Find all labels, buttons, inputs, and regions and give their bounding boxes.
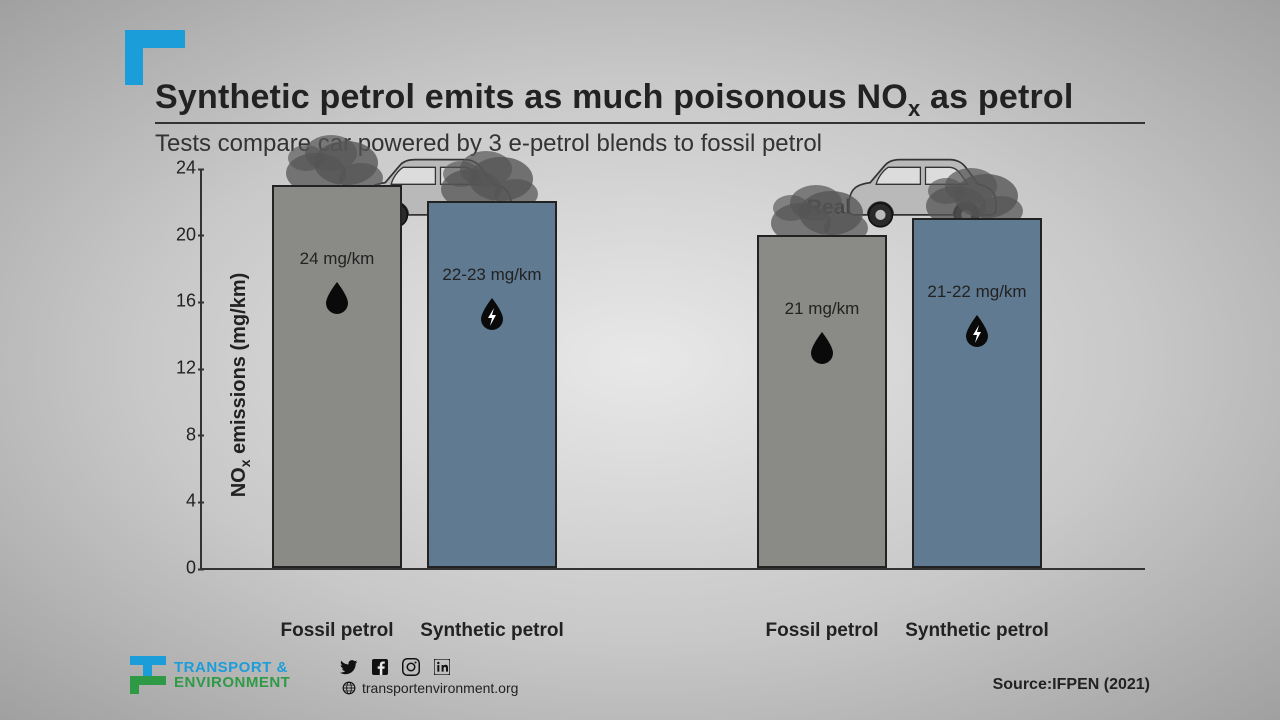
bolt-icon <box>479 298 505 330</box>
title-rule <box>155 122 1145 124</box>
y-tick: 4 <box>160 491 196 512</box>
y-tick: 16 <box>160 291 196 312</box>
bar: 22-23 mg/km <box>427 201 557 568</box>
social-icons <box>340 658 450 676</box>
y-tick: 24 <box>160 158 196 179</box>
drop-icon <box>324 282 350 314</box>
instagram-icon <box>402 658 420 676</box>
website-url: transportenvironment.org <box>342 680 518 696</box>
bar-value-label: 24 mg/km <box>274 249 400 269</box>
bar: 21 mg/km <box>757 235 887 568</box>
bolt-icon <box>964 315 990 347</box>
drop-icon <box>809 332 835 364</box>
brand-logo: TRANSPORT & ENVIRONMENT <box>130 656 290 694</box>
y-tick: 0 <box>160 558 196 579</box>
bar-value-label: 21-22 mg/km <box>914 282 1040 302</box>
brand-mark-icon <box>130 656 166 694</box>
facebook-icon <box>372 659 388 675</box>
y-tick: 8 <box>160 424 196 445</box>
source-text: Source:IFPEN (2021) <box>993 676 1150 694</box>
brand-line1: TRANSPORT & <box>174 660 290 675</box>
bar-value-label: 21 mg/km <box>759 299 885 319</box>
category-label: Synthetic petrol <box>897 620 1057 642</box>
category-label: Fossil petrol <box>742 620 902 642</box>
bar: 21-22 mg/km <box>912 218 1042 568</box>
corner-logo <box>125 30 185 85</box>
linkedin-icon <box>434 659 450 675</box>
y-tick: 20 <box>160 224 196 245</box>
bar-chart: NOx emissions (mg/km) 04812162024Officia… <box>140 170 1145 600</box>
bar: 24 mg/km <box>272 185 402 568</box>
y-tick: 12 <box>160 358 196 379</box>
twitter-icon <box>340 658 358 676</box>
brand-line2: ENVIRONMENT <box>174 675 290 690</box>
chart-title: Synthetic petrol emits as much poisonous… <box>155 78 1074 122</box>
bar-value-label: 22-23 mg/km <box>429 265 555 285</box>
website-text: transportenvironment.org <box>362 680 518 696</box>
category-label: Fossil petrol <box>257 620 417 642</box>
plot-area: 04812162024Official lab test 24 mg/km Fo… <box>200 170 1145 570</box>
footer: TRANSPORT & ENVIRONMENT transportenviron… <box>130 656 1150 702</box>
globe-icon <box>342 681 356 695</box>
category-label: Synthetic petrol <box>412 620 572 642</box>
